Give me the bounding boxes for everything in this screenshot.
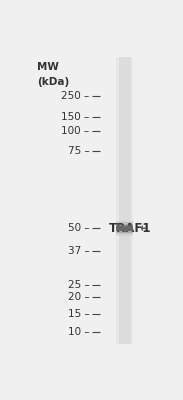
Text: (kDa): (kDa) xyxy=(37,77,69,87)
Text: 100 –: 100 – xyxy=(61,126,89,136)
Text: 10 –: 10 – xyxy=(68,327,89,337)
Bar xyxy=(116,233,134,236)
Text: 50 –: 50 – xyxy=(68,223,89,233)
Bar xyxy=(116,231,134,234)
Text: 250 –: 250 – xyxy=(61,91,89,101)
Text: 25 –: 25 – xyxy=(68,280,89,290)
Bar xyxy=(116,57,134,344)
Bar xyxy=(116,226,134,230)
Bar xyxy=(116,222,134,225)
Bar xyxy=(116,221,134,224)
Bar xyxy=(116,230,134,232)
Text: 150 –: 150 – xyxy=(61,112,89,122)
Text: 20 –: 20 – xyxy=(68,292,89,302)
Text: TRAF1: TRAF1 xyxy=(109,222,151,235)
Bar xyxy=(119,57,130,344)
Bar xyxy=(116,224,134,226)
Bar xyxy=(116,227,134,230)
Text: 15 –: 15 – xyxy=(68,310,89,320)
Bar xyxy=(116,228,134,231)
Bar xyxy=(116,225,134,228)
Text: 75 –: 75 – xyxy=(68,146,89,156)
Text: MW: MW xyxy=(37,62,59,72)
Text: 37 –: 37 – xyxy=(68,246,89,256)
